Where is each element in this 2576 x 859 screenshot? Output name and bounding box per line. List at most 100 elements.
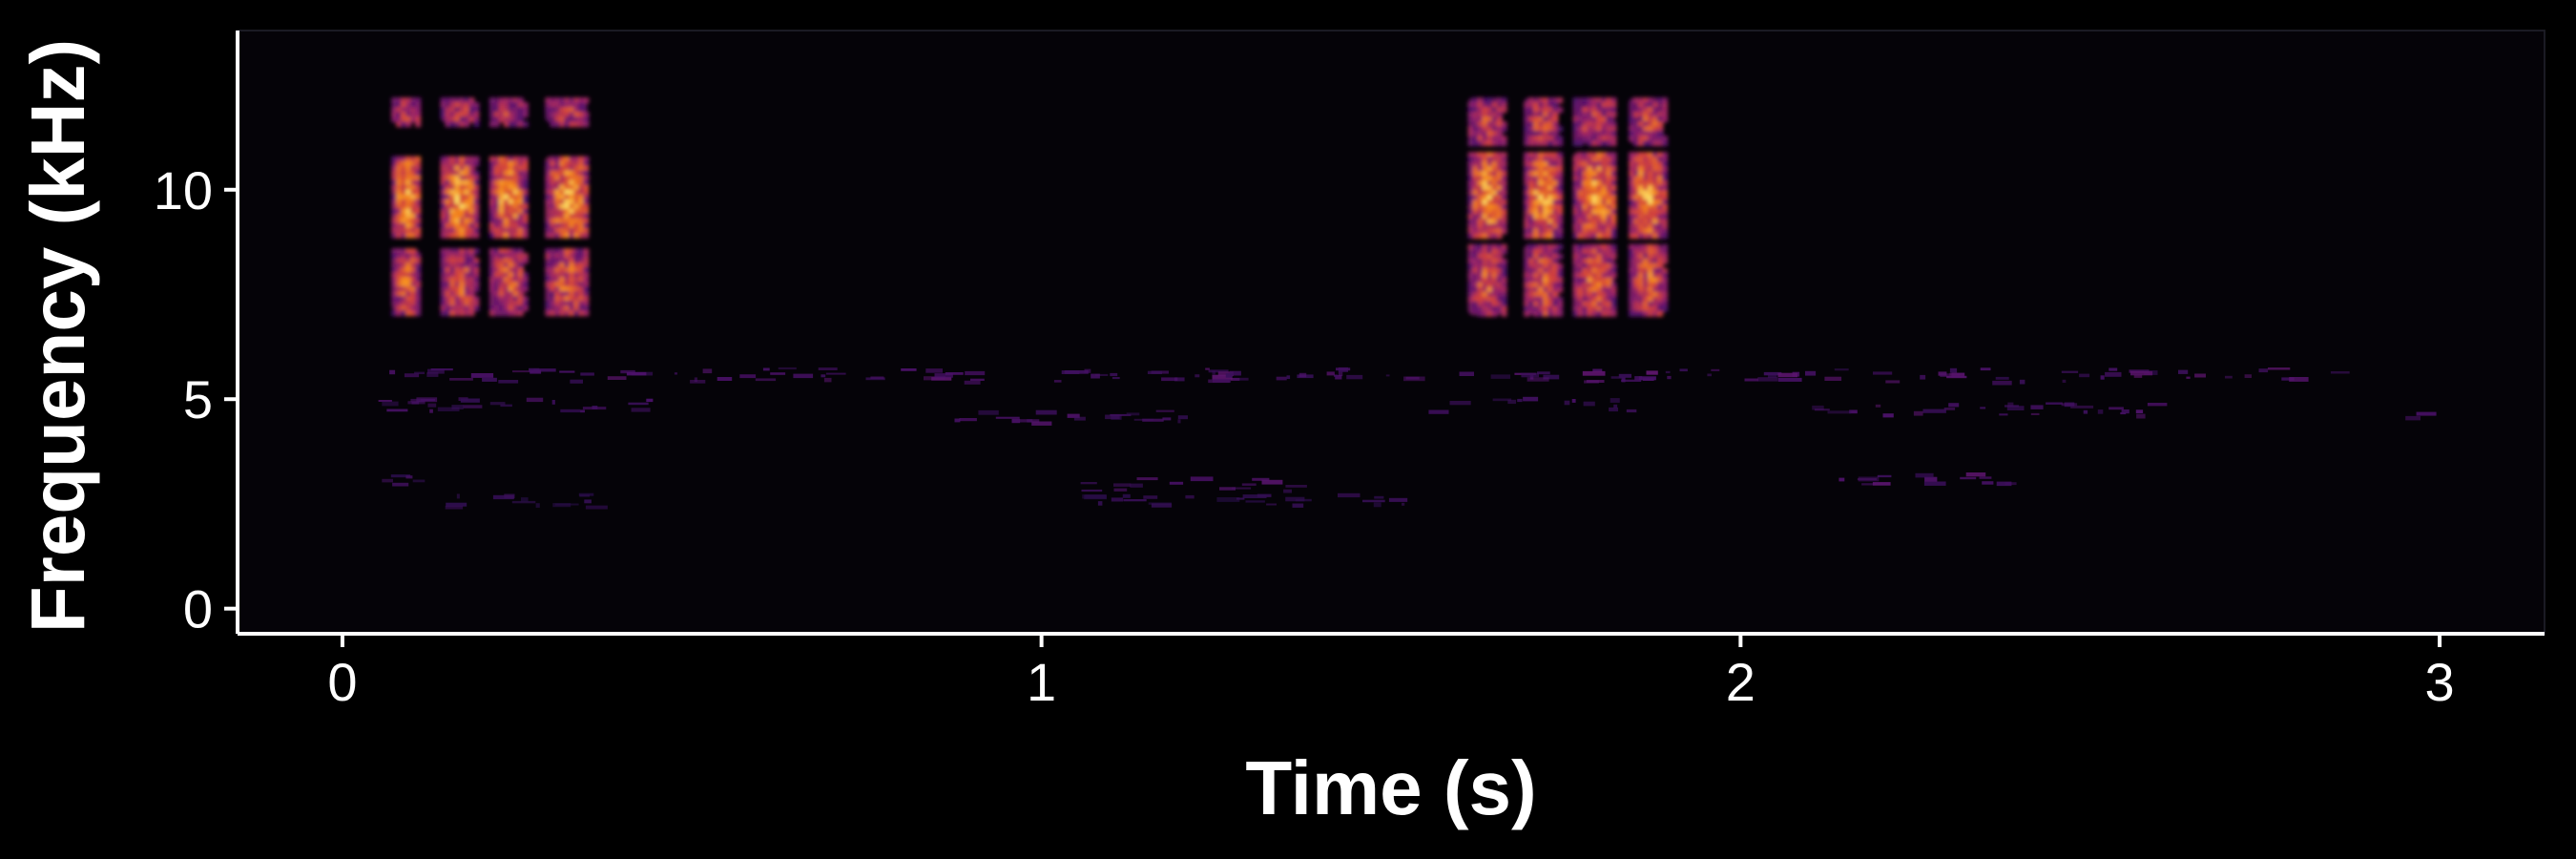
noise-mark <box>1402 502 1405 506</box>
pulse-cell <box>415 184 422 191</box>
pulse-cell <box>1643 214 1650 220</box>
noise-mark <box>1080 482 1097 485</box>
pulse-cell <box>459 248 466 255</box>
pulse-cell <box>1482 176 1488 182</box>
pulse-cell <box>1491 262 1498 269</box>
pulse-cell <box>559 165 566 172</box>
pulse-cell <box>1477 243 1484 250</box>
pulse-cell <box>503 222 509 229</box>
pulse-cell <box>1606 152 1612 158</box>
call-group <box>391 97 590 317</box>
pulse-cell <box>1524 277 1530 283</box>
pulse-cell <box>1533 262 1540 269</box>
pulse-cell <box>1582 223 1589 230</box>
pulse-cell <box>1482 185 1488 192</box>
pulse-cell <box>1482 286 1488 293</box>
noise-mark <box>2268 367 2291 370</box>
noise-mark <box>1105 414 1120 420</box>
pulse-cell <box>1643 258 1650 264</box>
pulse-cell <box>468 248 475 255</box>
pulse-cell <box>545 248 551 255</box>
pulse-cell <box>1491 243 1498 250</box>
pulse-cell <box>1601 185 1608 192</box>
pulse-cell <box>493 116 500 123</box>
pulse-cell <box>1633 176 1640 182</box>
pulse-cell <box>1572 102 1579 109</box>
pulse-cell <box>1601 180 1608 187</box>
pulse-cell <box>578 213 585 220</box>
pulse-cell <box>1524 272 1530 279</box>
pulse-cell <box>498 189 505 196</box>
pulse-cell <box>1538 233 1545 240</box>
pulse-cell <box>464 262 470 269</box>
pulse-cell <box>1524 157 1530 163</box>
noise-mark <box>2109 367 2118 371</box>
pulse-cell <box>454 310 461 317</box>
pulse-cell <box>405 227 412 234</box>
pulse-cell <box>1638 214 1645 220</box>
pulse-cell <box>488 203 495 210</box>
noise-mark <box>1638 376 1656 381</box>
pulse-cell <box>1638 243 1645 250</box>
pulse-cell <box>410 272 417 279</box>
pulse-cell <box>569 189 575 196</box>
pulse-cell <box>1472 190 1479 197</box>
pulse-cell <box>1496 190 1503 197</box>
pulse-cell <box>459 165 466 172</box>
pulse-cell <box>1491 296 1498 303</box>
pulse-cell <box>488 199 495 205</box>
pulse-cell <box>503 189 509 196</box>
pulse-cell <box>1648 116 1654 123</box>
pulse-cell <box>405 199 412 205</box>
pulse-cell <box>464 184 470 191</box>
pulse-cell <box>1596 253 1603 260</box>
pulse-cell <box>493 232 500 239</box>
pulse-cell <box>468 305 475 312</box>
pulse-cell <box>517 208 524 215</box>
pulse-cell <box>1610 112 1617 118</box>
pulse-cell <box>1524 140 1530 147</box>
pulse-cell <box>1662 233 1669 240</box>
pulse-cell <box>1582 253 1589 260</box>
pulse-cell <box>1648 97 1654 104</box>
pulse-cell <box>1657 97 1664 104</box>
noise-mark <box>1428 409 1449 414</box>
pulse-cell <box>1648 107 1654 114</box>
pulse-cell <box>401 160 407 167</box>
pulse-cell <box>1610 243 1617 250</box>
pulse-cell <box>493 227 500 234</box>
pulse-cell <box>583 165 590 172</box>
pulse-cell <box>1572 219 1579 225</box>
pulse-cell <box>578 102 585 109</box>
pulse-cell <box>1538 277 1545 283</box>
pulse-cell <box>512 194 519 200</box>
pulse-cell <box>569 258 575 264</box>
pulse-cell <box>573 170 580 177</box>
pulse-cell <box>1528 223 1535 230</box>
noise-mark <box>1233 377 1249 381</box>
pulse-cell <box>1472 116 1479 123</box>
pulse-cell <box>468 189 475 196</box>
noise-mark <box>1768 373 1777 378</box>
noise-mark <box>1885 380 1901 384</box>
pulse-cell <box>454 97 461 104</box>
pulse-cell <box>493 208 500 215</box>
noise-mark <box>702 368 713 374</box>
pulse-cell <box>559 107 566 114</box>
pulse-cell <box>1477 267 1484 274</box>
pulse-cell <box>1643 126 1650 133</box>
pulse-cell <box>498 170 505 177</box>
pulse-cell <box>468 107 475 114</box>
noise-mark <box>429 409 433 413</box>
pulse-cell <box>1596 152 1603 158</box>
pulse-cell <box>559 253 566 260</box>
pulse-cell <box>1648 176 1654 182</box>
pulse-cell <box>1491 253 1498 260</box>
pulse-cell <box>473 222 480 229</box>
pulse-cell <box>573 248 580 255</box>
pulse-cell <box>1538 152 1545 158</box>
noise-mark <box>2030 412 2040 415</box>
pulse-cell <box>554 286 561 293</box>
pulse-cell <box>1657 296 1664 303</box>
